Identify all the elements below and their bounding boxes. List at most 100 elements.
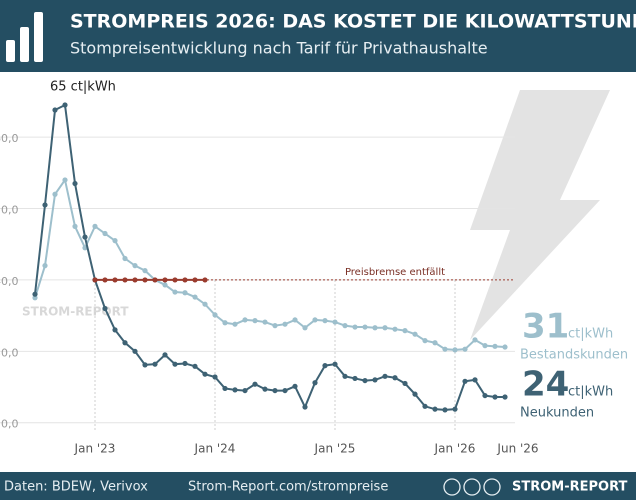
point bbox=[432, 406, 438, 412]
point bbox=[422, 338, 428, 344]
point bbox=[122, 277, 128, 283]
point bbox=[132, 263, 138, 269]
brand: STROM-REPORT bbox=[512, 480, 628, 495]
point bbox=[372, 325, 378, 331]
point bbox=[202, 277, 208, 283]
point bbox=[502, 344, 508, 350]
point bbox=[242, 387, 248, 394]
end-value: 24 bbox=[522, 365, 569, 405]
point bbox=[302, 325, 308, 331]
point bbox=[32, 291, 38, 297]
point bbox=[342, 373, 348, 379]
point bbox=[172, 277, 178, 283]
point bbox=[292, 317, 298, 323]
point bbox=[272, 323, 278, 329]
point bbox=[322, 363, 328, 369]
point bbox=[42, 263, 48, 269]
point bbox=[332, 361, 338, 367]
subtitle: Stompreisentwicklung nach Tarif für Priv… bbox=[70, 39, 488, 58]
point bbox=[362, 324, 368, 330]
license-icons bbox=[443, 478, 501, 496]
point bbox=[62, 102, 68, 108]
peak-annotation: 65 ct|kWh bbox=[50, 80, 116, 95]
point bbox=[492, 343, 498, 349]
point bbox=[442, 346, 448, 352]
point bbox=[442, 407, 448, 413]
point bbox=[52, 191, 58, 197]
point bbox=[332, 319, 338, 325]
point bbox=[272, 387, 278, 394]
y-tick-label: 50,0 bbox=[0, 204, 19, 217]
header-band bbox=[0, 0, 636, 72]
point bbox=[482, 343, 488, 349]
point bbox=[452, 406, 458, 412]
point bbox=[102, 230, 108, 237]
point bbox=[102, 305, 108, 312]
point bbox=[382, 373, 388, 379]
end-unit: ct|kWh bbox=[568, 385, 613, 400]
point bbox=[342, 323, 348, 329]
legend-label: Bestandskunden bbox=[520, 348, 628, 363]
legend-label: Neukunden bbox=[520, 406, 594, 421]
source: Daten: BDEW, Verivox bbox=[4, 480, 148, 495]
point bbox=[32, 295, 38, 301]
point bbox=[112, 238, 118, 244]
x-tick-label: Jun '26 bbox=[496, 442, 538, 456]
point bbox=[202, 371, 208, 377]
point bbox=[412, 391, 418, 397]
point bbox=[362, 377, 368, 384]
point bbox=[492, 394, 498, 400]
point bbox=[112, 277, 118, 283]
url: Strom-Report.com/strompreise bbox=[188, 480, 388, 495]
point bbox=[372, 377, 378, 383]
end-unit: ct|kWh bbox=[568, 327, 613, 342]
point bbox=[92, 223, 98, 229]
point bbox=[462, 378, 468, 384]
reference-label: Preisbremse entfällt bbox=[345, 267, 445, 278]
point bbox=[312, 380, 318, 386]
point bbox=[72, 180, 78, 187]
point bbox=[452, 347, 458, 353]
point bbox=[152, 361, 158, 367]
point bbox=[172, 289, 178, 295]
point bbox=[282, 387, 288, 394]
point bbox=[142, 268, 148, 274]
x-tick-label: Jan '24 bbox=[194, 442, 236, 456]
point bbox=[212, 374, 218, 380]
point bbox=[132, 348, 138, 354]
point bbox=[92, 277, 98, 283]
point bbox=[162, 282, 168, 288]
point bbox=[382, 325, 388, 331]
end-value: 31 bbox=[522, 307, 569, 347]
point bbox=[242, 317, 248, 323]
title: STROMPREIS 2026: DAS KOSTET DIE KILOWATT… bbox=[70, 11, 636, 33]
y-tick-label: 40,0 bbox=[0, 275, 19, 288]
point bbox=[152, 277, 158, 283]
point bbox=[262, 386, 268, 392]
watermark: STROM-REPORT bbox=[22, 305, 129, 319]
point bbox=[232, 387, 238, 393]
point bbox=[222, 385, 228, 392]
point bbox=[402, 328, 408, 334]
point bbox=[302, 404, 308, 410]
point bbox=[82, 234, 88, 240]
point bbox=[182, 277, 188, 283]
footer-band bbox=[0, 472, 636, 500]
point bbox=[412, 331, 418, 337]
point bbox=[122, 255, 128, 262]
point bbox=[52, 107, 58, 113]
point bbox=[352, 375, 358, 382]
point bbox=[262, 319, 268, 325]
point bbox=[432, 340, 438, 346]
point bbox=[162, 352, 168, 358]
point bbox=[62, 177, 68, 183]
point bbox=[222, 320, 228, 326]
point bbox=[132, 277, 138, 283]
point bbox=[252, 381, 258, 387]
series-line bbox=[34, 177, 506, 351]
point bbox=[192, 363, 198, 369]
y-tick-label: 60,0 bbox=[0, 132, 19, 145]
point bbox=[192, 277, 198, 283]
point bbox=[252, 318, 258, 324]
point bbox=[42, 202, 48, 208]
